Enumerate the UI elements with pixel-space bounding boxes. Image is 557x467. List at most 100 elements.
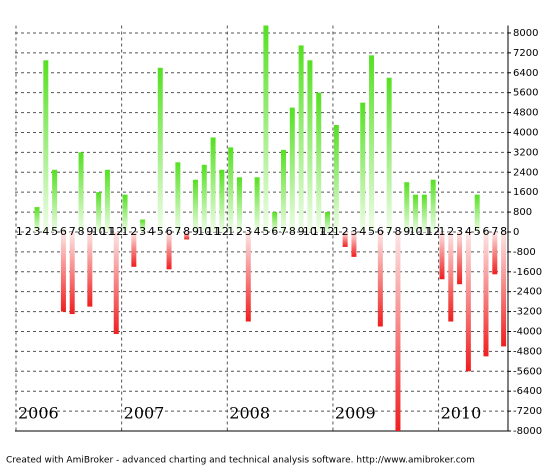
x-tick-label: 8: [183, 225, 190, 238]
x-tick-label: 4: [254, 225, 261, 238]
bar: [184, 231, 190, 240]
bar: [333, 125, 339, 232]
bar: [439, 231, 445, 280]
bar: [113, 231, 119, 334]
x-tick-label: 6: [166, 225, 173, 238]
x-tick-label: 4: [42, 225, 49, 238]
x-tick-label: 4: [148, 225, 155, 238]
x-tick-label: 2: [236, 225, 243, 238]
x-tick-label: 5: [368, 225, 375, 238]
bar: [87, 231, 93, 307]
bar: [430, 179, 436, 232]
bar: [157, 67, 163, 232]
y-tick-label: 3200: [513, 147, 538, 158]
bar: [377, 231, 383, 327]
bar: [281, 149, 287, 232]
x-tick-label: 5: [51, 225, 58, 238]
bar: [236, 177, 242, 232]
x-tick-label: 12: [321, 225, 335, 238]
bar: [289, 107, 295, 232]
y-tick-label: -8000: [513, 426, 542, 437]
x-tick-label: 11: [312, 225, 326, 238]
bar: [96, 192, 102, 232]
x-tick-label: 4: [359, 225, 366, 238]
x-tick-label: 3: [456, 225, 463, 238]
year-label: 2008: [229, 404, 270, 423]
year-label: 2009: [335, 404, 376, 423]
y-tick-label: -1600: [513, 267, 542, 278]
x-tick-label: 7: [491, 225, 498, 238]
bar: [263, 25, 269, 232]
bar: [492, 231, 498, 275]
bar: [465, 231, 471, 372]
bar: [245, 231, 251, 322]
bar: [43, 60, 49, 232]
y-tick-label: 1600: [513, 187, 538, 198]
x-tick-label: 8: [289, 225, 296, 238]
x-tick-label: 9: [403, 225, 410, 238]
y-tick-label: -6400: [513, 386, 542, 397]
bar: [254, 177, 260, 232]
bar: [421, 194, 427, 232]
bar: [298, 45, 304, 232]
x-tick-label: 2: [130, 225, 137, 238]
x-tick-label: 11: [417, 225, 431, 238]
bar: [104, 169, 110, 232]
x-tick-label: 10: [197, 225, 211, 238]
x-tick-label: 6: [60, 225, 67, 238]
bar: [69, 231, 75, 315]
x-tick-label: 8: [500, 225, 507, 238]
bar: [448, 231, 454, 322]
x-tick-label: 9: [86, 225, 93, 238]
bar: [228, 147, 234, 232]
bar: [201, 164, 207, 232]
x-tick-label: 7: [69, 225, 76, 238]
bar: [192, 179, 198, 232]
bar: [369, 55, 375, 232]
x-tick-label: 12: [426, 225, 440, 238]
y-tick-label: 8000: [513, 28, 538, 39]
x-tick-label: 7: [174, 225, 181, 238]
x-tick-label: 9: [192, 225, 199, 238]
x-tick-label: 1: [122, 225, 129, 238]
bar: [457, 231, 463, 285]
y-tick-label: 0: [513, 227, 519, 238]
y-tick-label: -4800: [513, 346, 542, 357]
x-tick-label: 12: [215, 225, 229, 238]
bar: [351, 231, 357, 257]
y-tick-label: 7200: [513, 48, 538, 59]
y-tick-label: 5600: [513, 88, 538, 99]
y-tick-label: 6400: [513, 68, 538, 79]
year-label: 2006: [18, 404, 59, 423]
x-tick-label: 5: [474, 225, 481, 238]
x-tick-label: 10: [92, 225, 106, 238]
x-tick-label: 4: [465, 225, 472, 238]
bar: [360, 102, 366, 232]
bar: [395, 231, 401, 431]
x-tick-label: 7: [280, 225, 287, 238]
bar: [175, 162, 181, 232]
bar: [307, 60, 313, 232]
bar: [210, 137, 216, 232]
x-tick-label: 7: [386, 225, 393, 238]
x-tick-label: 8: [394, 225, 401, 238]
bar: [140, 219, 146, 232]
x-tick-label: 10: [303, 225, 317, 238]
bar: [122, 194, 128, 232]
bar: [316, 92, 322, 232]
x-tick-label: 3: [34, 225, 41, 238]
bar: [272, 212, 278, 232]
bar: [60, 231, 66, 312]
bar: [131, 231, 137, 267]
x-tick-label: 12: [109, 225, 123, 238]
bar: [386, 77, 392, 232]
y-tick-label: -7200: [513, 406, 542, 417]
bar: [474, 194, 480, 232]
bar: [166, 231, 172, 270]
bar: [78, 152, 84, 232]
x-tick-label: 6: [271, 225, 278, 238]
footer: Created with AmiBroker - advanced charti…: [6, 456, 475, 466]
year-label: 2007: [124, 404, 165, 423]
